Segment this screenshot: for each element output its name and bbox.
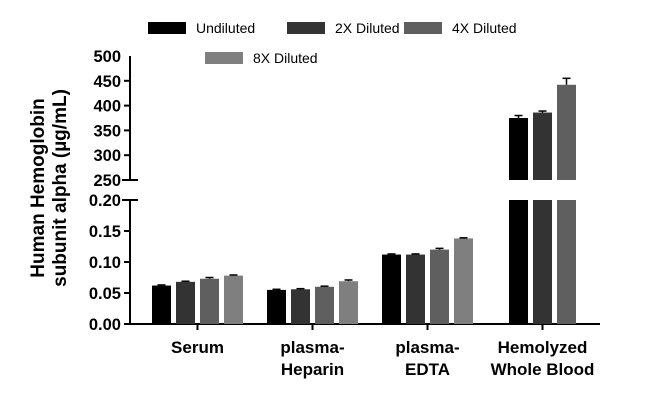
category-label: Serum <box>171 338 224 357</box>
bar <box>382 254 401 324</box>
category-label: Heparin <box>281 360 344 379</box>
y-tick-label: 350 <box>93 122 121 140</box>
legend: Undiluted 2X Diluted 4X Diluted 8X Diluted <box>148 20 517 66</box>
y-tick-label: 0.05 <box>89 285 121 303</box>
legend-swatch <box>287 22 325 34</box>
bar <box>454 238 473 324</box>
y-axis-title-text: Human Hemoglobinsubunit alpha (µg/mL) <box>28 89 71 287</box>
bar <box>224 275 243 324</box>
legend-swatch <box>404 22 442 34</box>
y-axis-title-line: subunit alpha (µg/mL) <box>50 89 71 287</box>
bar <box>315 286 334 324</box>
category-labels: Serum plasma- Heparin plasma- EDTA Hemolyzed W… <box>171 338 594 379</box>
bar <box>176 281 195 324</box>
legend-label: 4X Diluted <box>452 20 517 36</box>
y-tick-label: 400 <box>93 98 121 116</box>
legend-label: 8X Diluted <box>253 50 318 66</box>
category-label: Hemolyzed <box>498 338 588 357</box>
y-tick-label: 0.20 <box>89 192 121 210</box>
bar <box>406 254 425 324</box>
category-label: Whole Blood <box>491 360 595 379</box>
bar <box>430 249 449 324</box>
bars <box>152 77 576 324</box>
y-tick-label: 300 <box>93 147 121 165</box>
y-tick-label: 500 <box>93 48 121 66</box>
category-label: plasma- <box>280 338 344 357</box>
bar-upper-part <box>533 112 552 180</box>
bar-lower-part <box>509 200 528 324</box>
y-tick-label: 0.15 <box>89 223 121 241</box>
legend-label: 2X Diluted <box>335 20 400 36</box>
bar-lower-part <box>533 200 552 324</box>
bar-lower-part <box>557 200 576 324</box>
y-tick-label: 0.10 <box>89 254 121 272</box>
category-label: EDTA <box>405 360 450 379</box>
bar-upper-part <box>557 84 576 180</box>
y-axis-title-line: Human Hemoglobin <box>28 98 49 277</box>
y-axis-title: Human Hemoglobinsubunit alpha (µg/mL) <box>28 89 71 287</box>
bar <box>200 278 219 324</box>
y-tick-label: 450 <box>93 73 121 91</box>
bar <box>267 289 286 324</box>
legend-swatch <box>148 22 186 34</box>
bar <box>152 285 171 324</box>
bar-upper-part <box>509 118 528 180</box>
category-label: plasma- <box>395 338 459 357</box>
y-tick-label: 250 <box>93 172 121 190</box>
bar <box>291 289 310 324</box>
bar <box>339 281 358 324</box>
y-tick-label: 0.00 <box>89 316 121 334</box>
legend-swatch <box>205 52 243 64</box>
legend-label: Undiluted <box>196 20 255 36</box>
